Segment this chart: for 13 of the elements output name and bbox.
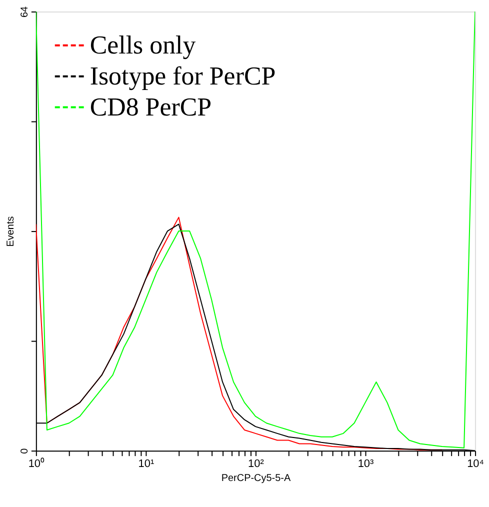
y-axis-title: Events (5, 216, 16, 247)
x-tick-label: 10² (248, 458, 264, 470)
x-axis-title: PerCP-Cy5-5-A (221, 473, 291, 484)
x-tick-label: 10³ (358, 458, 374, 470)
x-tick-label: 10¹ (138, 458, 154, 470)
legend-label: CD8 PerCP (90, 92, 212, 122)
legend-label: Cells only (90, 30, 196, 60)
y-tick-label: 0 (19, 448, 30, 454)
y-tick-label: 64 (19, 6, 30, 18)
legend-label: Isotype for PerCP (90, 61, 276, 90)
line-series (36, 11, 476, 448)
x-tick-label: 10⁰ (28, 457, 45, 470)
x-tick-label: 10⁴ (467, 458, 484, 470)
